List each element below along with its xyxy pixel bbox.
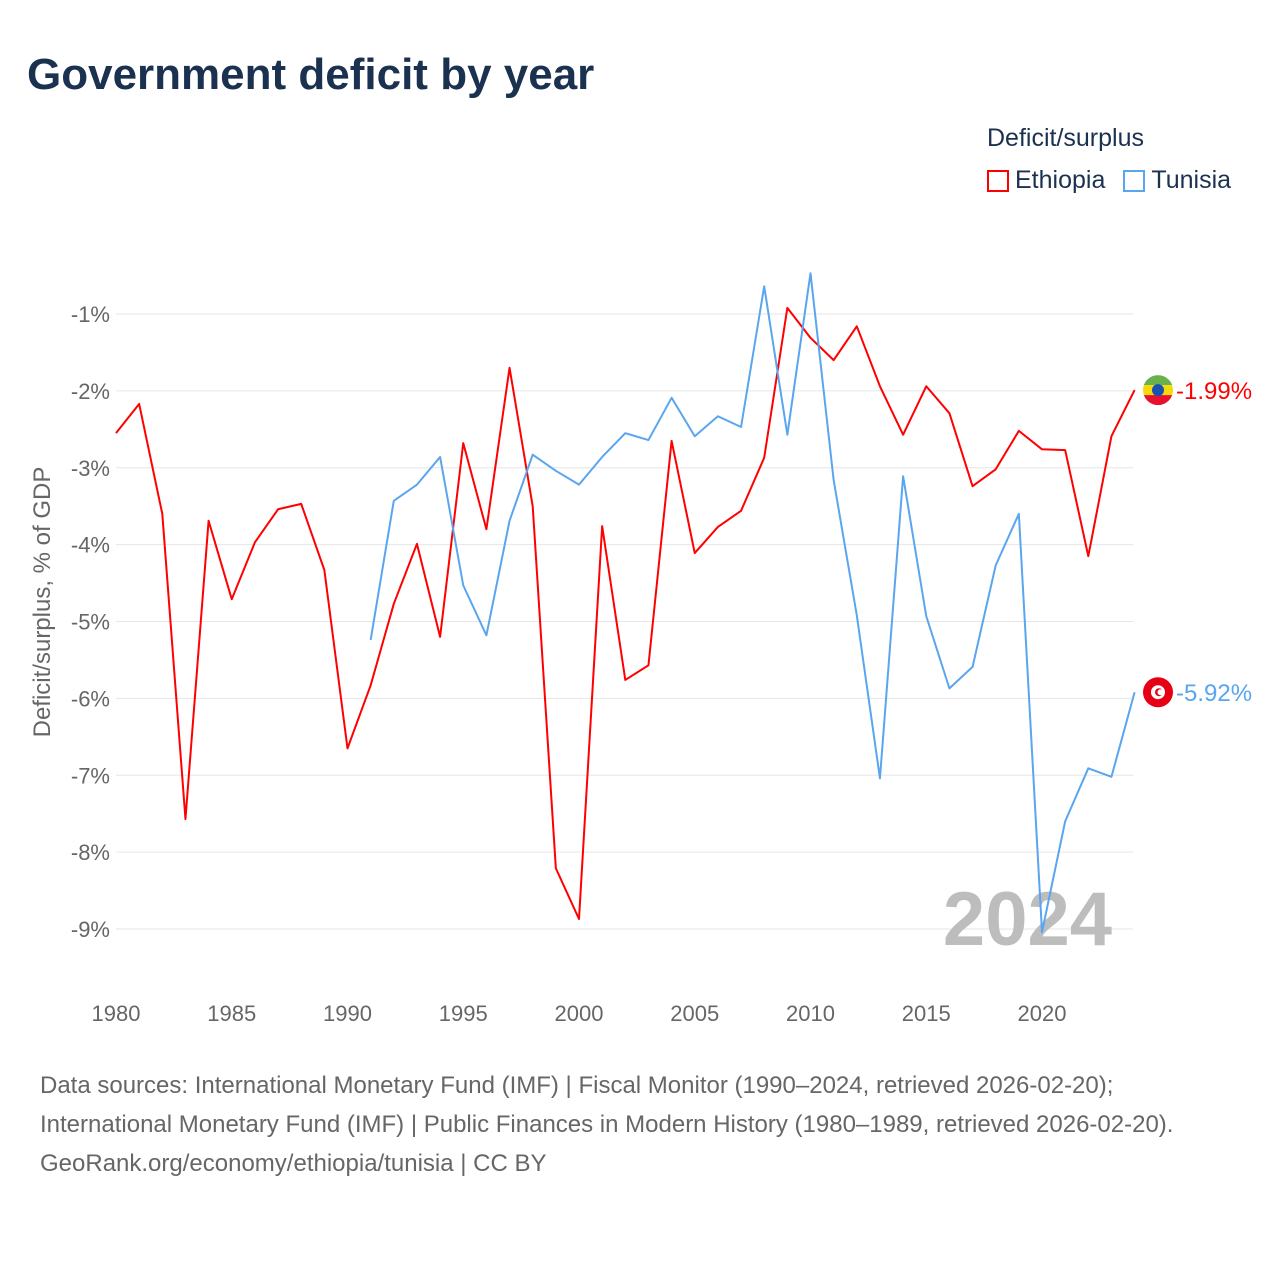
plot-area: -1% -2% -3% -4% -5% -6% -7% -8% -9% 1980 1985 1990 1… [29, 272, 1252, 1026]
y-tick-label: -8% [71, 840, 110, 865]
y-tick-label: -2% [71, 379, 110, 404]
x-tick-label: 1980 [92, 1001, 141, 1026]
x-tick-label: 1985 [207, 1001, 256, 1026]
legend-item-ethiopia[interactable]: Ethiopia [987, 166, 1105, 195]
legend: Ethiopia Tunisia [987, 166, 1231, 195]
chart-title: Government deficit by year [27, 50, 595, 99]
y-axis-label: Deficit/surplus, % of GDP [29, 467, 56, 738]
year-watermark: 2024 [943, 877, 1112, 962]
y-tick-label: -5% [71, 610, 110, 635]
footer: Data sources: International Monetary Fun… [40, 1066, 1240, 1183]
y-tick-label: -6% [71, 686, 110, 711]
flag-tunisia-icon [1143, 677, 1173, 708]
credit-link[interactable]: GeoRank.org/economy/ethiopia/tunisia | C… [40, 1150, 547, 1177]
legend-label: Ethiopia [1015, 166, 1106, 194]
data-sources: Data sources: International Monetary Fun… [40, 1072, 1174, 1138]
y-tick-label: -7% [71, 763, 110, 788]
x-tick-label: 2010 [786, 1001, 835, 1026]
flag-ethiopia-icon [1143, 375, 1173, 406]
y-tick-label: -4% [71, 533, 110, 558]
legend-title: Deficit/surplus [987, 124, 1144, 152]
legend-swatch-ethiopia [987, 169, 1009, 192]
x-tick-label: 2020 [1018, 1001, 1067, 1026]
x-tick-label: 2015 [902, 1001, 951, 1026]
x-tick-label: 2005 [670, 1001, 719, 1026]
legend-label: Tunisia [1151, 166, 1232, 194]
y-tick-label: -9% [71, 917, 110, 942]
series-line-ethiopia [115, 306, 1136, 921]
legend-swatch-tunisia [1123, 169, 1146, 192]
y-tick-label: -3% [71, 456, 110, 481]
end-label-tunisia: -5.92% [1176, 680, 1252, 707]
x-tick-label: 1995 [439, 1001, 488, 1026]
x-tick-label: 2000 [555, 1001, 604, 1026]
y-tick-label: -1% [71, 302, 110, 327]
x-tick-label: 1990 [323, 1001, 372, 1026]
series-line-tunisia [369, 272, 1136, 934]
end-label-ethiopia: -1.99% [1176, 378, 1252, 405]
legend-item-tunisia[interactable]: Tunisia [1123, 166, 1231, 195]
